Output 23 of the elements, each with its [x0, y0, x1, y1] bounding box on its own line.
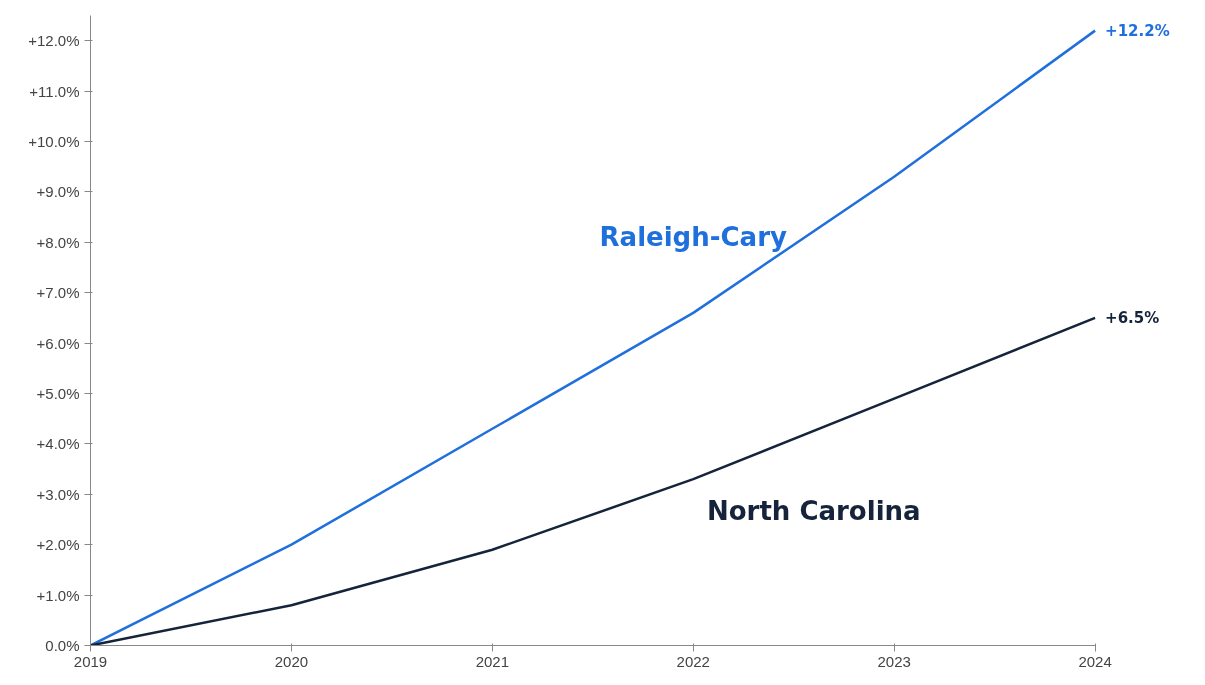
y-tick-label: 0.0%	[45, 637, 80, 654]
x-tick-label: 2022	[676, 652, 710, 670]
data-label: +6.5%	[1105, 308, 1160, 327]
x-tick-label: 2020	[274, 652, 309, 670]
x-tick-label: 2019	[73, 652, 108, 670]
series-label: Raleigh-Cary	[599, 222, 787, 253]
y-tick-label: +10.0%	[28, 133, 80, 150]
y-tick-label: +6.0%	[36, 334, 80, 352]
y-tick-label: +4.0%	[36, 435, 80, 453]
x-tick-label: 2023	[877, 652, 911, 670]
y-tick-label: +11.0%	[29, 82, 80, 100]
y-tick-label: +3.0%	[36, 485, 80, 503]
x-tick-label: 2021	[475, 652, 510, 670]
y-tick-label: +5.0%	[36, 385, 80, 402]
y-tick-label: +7.0%	[36, 284, 80, 302]
y-tick-label: +12.0%	[28, 32, 80, 50]
data-label: +12.2%	[1105, 21, 1170, 40]
series-label: North Carolina	[706, 496, 921, 527]
y-tick-label: +1.0%	[36, 586, 80, 604]
y-tick-label: +9.0%	[36, 183, 80, 201]
y-tick-label: +8.0%	[36, 233, 80, 251]
x-tick-label: 2024	[1078, 652, 1112, 670]
y-tick-label: +2.0%	[36, 536, 80, 554]
